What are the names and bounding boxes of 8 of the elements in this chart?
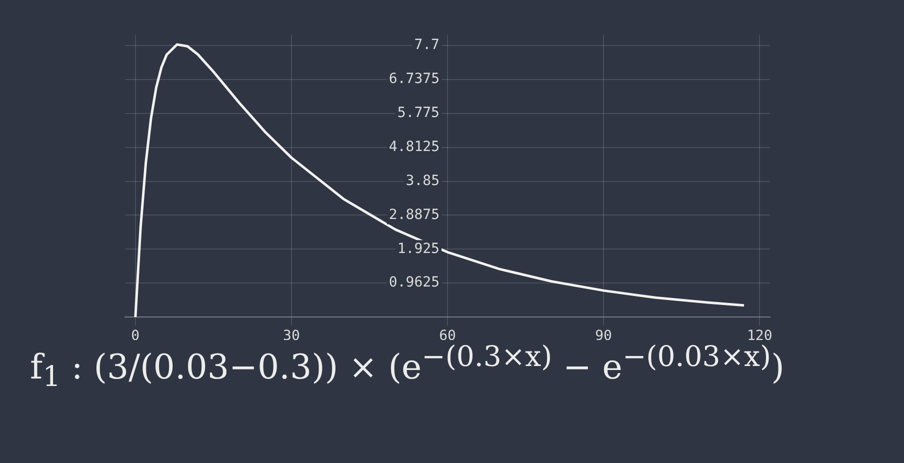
y-tick-label: 4.8125: [388, 139, 440, 155]
y-tick-label: 7.7: [414, 37, 440, 54]
y-tick-label: 3.85: [406, 172, 440, 189]
y-tick-label: 6.7375: [388, 71, 440, 88]
y-tick-label: 1.925: [397, 240, 440, 257]
y-tick-label: 2.8875: [388, 206, 440, 223]
y-tick-label: 0.9625: [388, 274, 440, 291]
y-tick-label: 5.775: [397, 105, 440, 122]
